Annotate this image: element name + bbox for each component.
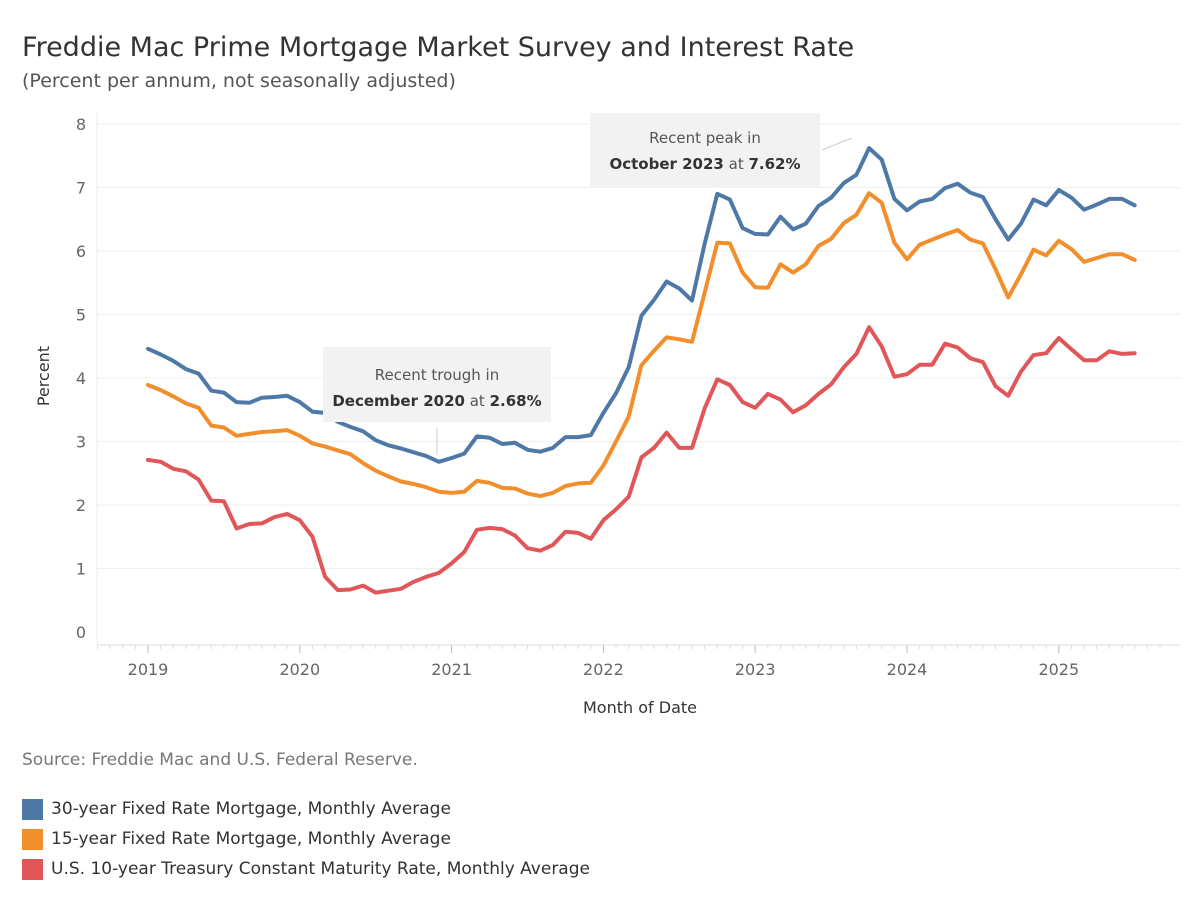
x-axis-title: Month of Date [583,698,697,717]
series-line-1 [146,191,1137,499]
series-line-0 [146,146,1137,464]
trough-date: December 2020 [332,392,465,410]
legend: 30-year Fixed Rate Mortgage, Monthly Ave… [22,794,590,884]
x-tick-label: 2020 [279,660,320,679]
source-note: Source: Freddie Mac and U.S. Federal Res… [22,750,418,770]
y-axis-ticks: 0 1 2 3 4 5 6 7 8 [76,115,86,642]
y-tick-label: 6 [76,242,86,261]
chart-title: Freddie Mac Prime Mortgage Market Survey… [22,32,855,63]
x-tick-label: 2022 [583,660,624,679]
y-tick-label: 3 [76,433,86,452]
x-tick-label: 2023 [735,660,776,679]
y-tick-label: 1 [76,560,86,579]
trough-annotation-box [323,347,551,422]
x-tick-label: 2024 [887,660,928,679]
peak-value: 7.62% [748,155,800,173]
legend-swatch-15yr [22,828,43,850]
chart-subtitle: (Percent per annum, not seasonally adjus… [22,70,456,92]
y-tick-label: 4 [76,369,86,388]
x-tick-label: 2019 [128,660,169,679]
trough-annotation-line1: Recent trough in [375,366,499,384]
trough-value: 2.68% [490,392,542,410]
y-axis-title: Percent [34,346,53,406]
legend-item-30yr: 30-year Fixed Rate Mortgage, Monthly Ave… [22,794,590,824]
x-axis: 2019 2020 2021 2022 2023 2024 2025 [96,644,1180,679]
y-tick-label: 8 [76,115,86,134]
peak-annotation-pointer [821,137,853,151]
peak-annotation: Recent peak in October 2023 at 7.62% [590,113,853,188]
trough-annotation: Recent trough in December 2020 at 2.68% [323,347,551,455]
x-tick-label: 2025 [1038,660,1079,679]
legend-item-10yr-treasury: U.S. 10-year Treasury Constant Maturity … [22,854,590,884]
legend-label-10yr-treasury: U.S. 10-year Treasury Constant Maturity … [51,859,590,879]
peak-at: at [724,155,749,173]
peak-annotation-line2: October 2023 at 7.62% [609,155,800,173]
x-tick-label: 2021 [431,660,472,679]
y-tick-label: 2 [76,496,86,515]
legend-label-30yr: 30-year Fixed Rate Mortgage, Monthly Ave… [51,799,451,819]
legend-swatch-30yr [22,798,43,820]
legend-item-15yr: 15-year Fixed Rate Mortgage, Monthly Ave… [22,824,590,854]
trough-at: at [465,392,490,410]
legend-label-15yr: 15-year Fixed Rate Mortgage, Monthly Ave… [51,829,451,849]
peak-date: October 2023 [609,155,723,173]
legend-swatch-10yr-treasury [22,858,43,880]
y-tick-label: 7 [76,179,86,198]
peak-annotation-line1: Recent peak in [649,129,761,147]
peak-annotation-box [590,113,820,188]
trough-annotation-line2: December 2020 at 2.68% [332,392,541,410]
series-lines [146,146,1137,595]
series-line-2 [146,325,1137,595]
y-tick-label: 0 [76,623,86,642]
y-tick-label: 5 [76,306,86,325]
